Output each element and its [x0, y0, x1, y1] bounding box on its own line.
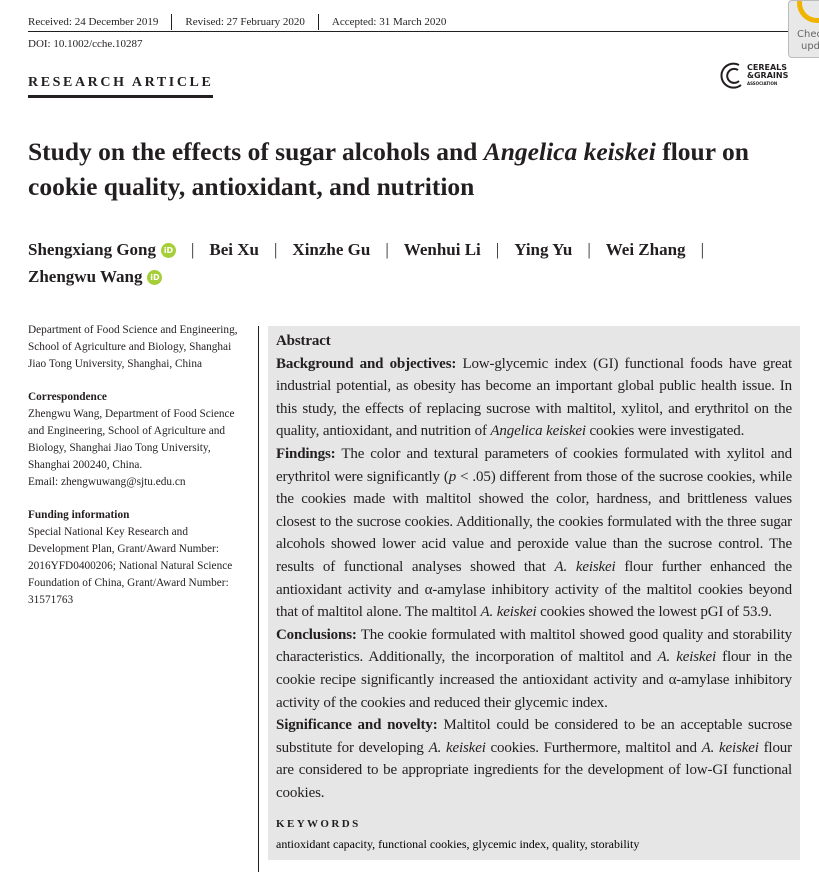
author-name[interactable]: Wenhui Li	[403, 240, 481, 259]
author-name[interactable]: Xinzhe Gu	[292, 240, 371, 259]
orcid-icon[interactable]: iD	[161, 243, 177, 258]
section-label: Conclusions:	[276, 626, 357, 643]
logo-swirl-icon	[720, 62, 742, 89]
abstract-paragraph: Significance and novelty: Maltitol could…	[276, 714, 792, 804]
abstract-paragraph: Findings: The color and textural paramet…	[276, 443, 792, 624]
abstract-text: flour further enhanced the antioxidant a…	[276, 558, 792, 621]
revised-date: Revised: 27 February 2020	[171, 14, 317, 30]
abstract-body: Background and objectives: Low-glycemic …	[276, 353, 792, 805]
title-text: flour on cookie quality, antioxidant, an…	[28, 137, 749, 201]
keywords-heading: KEYWORDS	[276, 818, 361, 831]
italic-term: A. keiskei	[554, 558, 616, 575]
italic-term: A. keiskei	[428, 739, 486, 756]
title-species: Angelica keiskei	[483, 137, 656, 166]
crossmark-icon	[797, 1, 819, 23]
abstract-text: flour are considered to be appropriate i…	[276, 739, 792, 801]
author-name[interactable]: Wei Zhang	[605, 240, 686, 259]
article-info-sidebar: Department of Food Science and Engineeri…	[28, 322, 243, 625]
italic-term: A. keiskei	[480, 604, 537, 621]
author-separator: |	[274, 240, 278, 259]
correspondence-heading: Correspondence	[28, 391, 107, 403]
abstract-text: The color and textural parameters of coo…	[276, 445, 792, 485]
logo-text: ASSOCIATION	[747, 81, 778, 86]
accepted-date: Accepted: 31 March 2020	[317, 14, 460, 30]
abstract-text: cookies. Furthermore, maltitol and	[485, 739, 702, 756]
column-divider	[258, 326, 259, 872]
abstract-text: cookies were investigated.	[585, 423, 745, 440]
italic-term: A. keiskei	[657, 649, 716, 666]
keywords: antioxidant capacity, functional cookies…	[276, 837, 640, 852]
author-name[interactable]: Shengxiang Gong	[28, 240, 157, 259]
received-date: Received: 24 December 2019	[28, 16, 159, 28]
abstract-text: flour in the cookie recipe significantly…	[276, 649, 793, 711]
correspondence: Zhengwu Wang, Department of Food Science…	[28, 406, 243, 491]
author-separator: |	[700, 240, 704, 259]
check-for-updates-badge[interactable]: Chec upd	[788, 0, 819, 58]
logo-text: CEREALS	[747, 63, 788, 72]
italic-term: Angelica keiskei	[490, 423, 586, 440]
author-name[interactable]: Zhengwu Wang	[28, 267, 143, 286]
funding-heading: Funding information	[28, 509, 130, 521]
author-name[interactable]: Bei Xu	[209, 240, 260, 259]
section-label: Findings:	[276, 445, 336, 462]
abstract-heading: Abstract	[276, 333, 331, 349]
abstract-text: cookies showed the lowest pGI of 53.9.	[536, 604, 772, 621]
abstract-paragraph: Conclusions: The cookie formulated with …	[276, 624, 792, 714]
funding-info: Special National Key Research and Develo…	[28, 526, 233, 606]
abstract-text: Low-glycemic index (GI) functional foods…	[276, 355, 792, 440]
author-separator: |	[191, 240, 195, 259]
abstract-text: The cookie formulated with maltitol show…	[276, 626, 792, 666]
author-name[interactable]: Ying Yu	[514, 240, 573, 259]
section-label: Background and objectives:	[276, 355, 457, 372]
email-link[interactable]: Email: zhengwuwang@sjtu.edu.cn	[28, 476, 186, 488]
abstract-box: Abstract Background and objectives: Low-…	[268, 326, 800, 861]
article-title: Study on the effects of sugar alcohols a…	[28, 134, 798, 204]
correspondence-text: Zhengwu Wang, Department of Food Science…	[28, 408, 235, 471]
affiliation: Department of Food Science and Engineeri…	[28, 324, 238, 370]
cereals-grains-logo: CEREALS &GRAINS ASSOCIATION	[719, 61, 788, 91]
header-divider	[28, 31, 788, 32]
article-type: RESEARCH ARTICLE	[28, 75, 214, 98]
abstract-text: Maltitol could be considered to be an ac…	[276, 717, 792, 756]
author-separator: |	[385, 240, 389, 259]
badge-text: upd	[801, 41, 819, 52]
abstract-text: < .05) different from those of the sucro…	[276, 468, 792, 575]
badge-text: Chec	[797, 29, 819, 40]
author-list: Shengxiang Gong iD | Bei Xu | Xinzhe Gu | Wenhu…	[28, 236, 788, 290]
doi[interactable]: DOI: 10.1002/cche.10287	[28, 38, 143, 50]
orcid-icon[interactable]: iD	[147, 270, 163, 285]
italic-term: A. keiskei	[701, 739, 759, 756]
title-text: Study on the effects of sugar alcohols a…	[28, 137, 484, 166]
article-dates: Received: 24 December 2019 Revised: 27 F…	[28, 14, 459, 30]
abstract-paragraph: Background and objectives: Low-glycemic …	[276, 353, 792, 443]
author-separator: |	[587, 240, 591, 259]
section-label: Significance and novelty:	[276, 717, 438, 734]
logo-text: &GRAINS	[747, 71, 789, 80]
author-separator: |	[495, 240, 500, 259]
italic-term: p	[448, 468, 457, 485]
